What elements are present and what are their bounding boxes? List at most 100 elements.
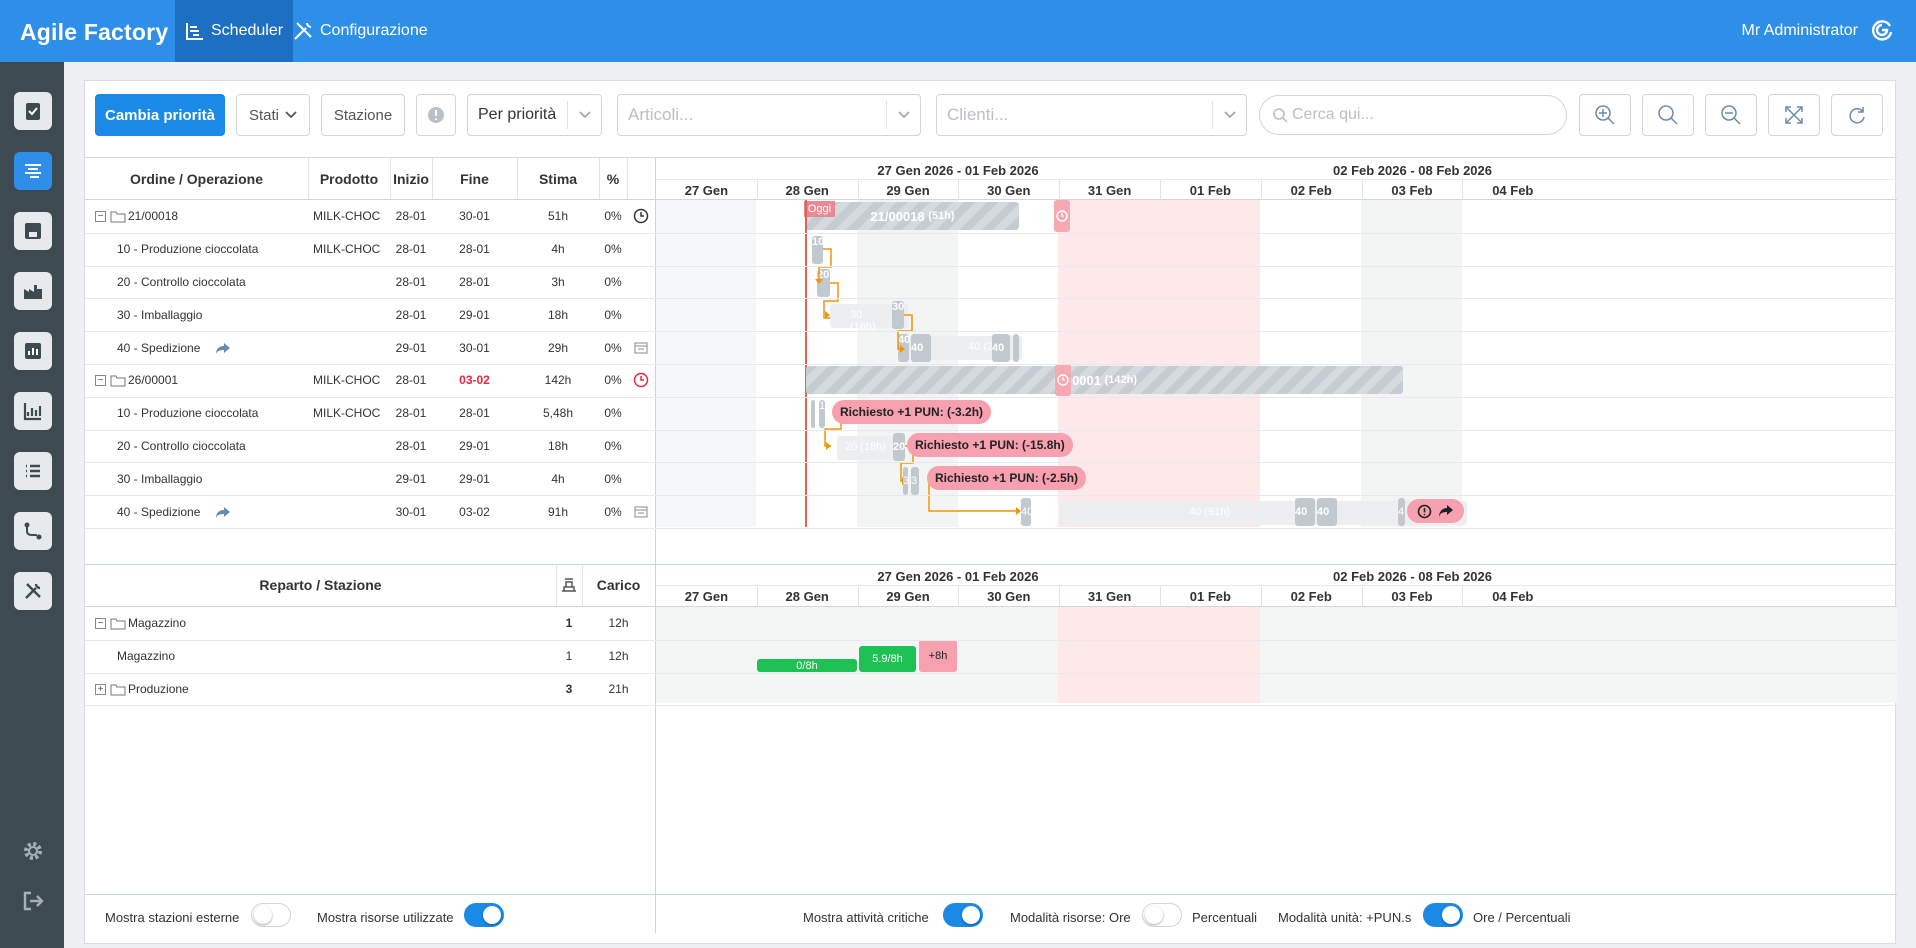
col-percent[interactable]: %	[606, 170, 620, 187]
unit-mode-toggle[interactable]	[1423, 903, 1463, 927]
day-header: 03 Feb	[1391, 589, 1433, 604]
order-name[interactable]: 26/00001	[128, 373, 179, 388]
calendar-icon[interactable]	[627, 331, 655, 364]
tab-configurazione[interactable]: Configurazione	[282, 0, 438, 62]
col-department[interactable]: Reparto / Stazione	[259, 577, 382, 593]
clock-icon[interactable]	[627, 364, 655, 397]
op-bar-40-2b[interactable]: 40	[1295, 498, 1315, 526]
sidebar-item-analytics[interactable]	[14, 392, 52, 430]
logout-icon[interactable]	[20, 888, 46, 914]
col-start[interactable]: Inizio	[393, 170, 429, 187]
collapse-toggle[interactable]: −	[95, 211, 106, 222]
op-bar-40-2c[interactable]: 40	[1317, 498, 1337, 526]
op-bar-10-2[interactable]: 10	[819, 400, 825, 428]
operation-name[interactable]: 10 - Produzione cioccolata	[117, 406, 259, 421]
op-bar-30-2[interactable]: 3	[903, 467, 908, 495]
collapse-toggle[interactable]: −	[95, 618, 106, 629]
operation-name[interactable]: 40 - Spedizione	[117, 340, 201, 355]
fit-screen-button[interactable]	[1768, 94, 1820, 136]
operation-name[interactable]: 10 - Produzione cioccolata	[117, 242, 259, 257]
clock-icon[interactable]	[627, 200, 655, 233]
op-bar-40b[interactable]: 40	[911, 334, 931, 362]
sidebar-item-reports[interactable]	[14, 332, 52, 370]
end-cell: 29-01	[459, 471, 490, 486]
op-bar-10-2a[interactable]	[811, 400, 815, 428]
expand-toggle[interactable]: +	[95, 683, 106, 695]
col-end[interactable]: Fine	[460, 170, 489, 187]
product-cell	[313, 298, 388, 331]
share-icon[interactable]	[215, 495, 235, 528]
percent-label: Percentuali	[1192, 910, 1258, 925]
op-bar-40d[interactable]	[1013, 334, 1019, 362]
department-name[interactable]: Magazzino	[128, 616, 187, 631]
share-icon[interactable]	[215, 331, 235, 364]
op-bar-30[interactable]: 30	[892, 301, 904, 329]
search-icon	[1658, 105, 1678, 125]
sidebar-item-list[interactable]	[14, 452, 52, 490]
zoom-out-button[interactable]	[1705, 94, 1757, 136]
department-name[interactable]: Produzione	[128, 681, 189, 696]
states-dropdown[interactable]: Stati	[236, 94, 310, 136]
sidebar	[0, 62, 64, 948]
sort-select[interactable]: Per priorità	[467, 94, 602, 136]
operation-name[interactable]: 20 - Controllo cioccolata	[117, 438, 246, 453]
operation-name[interactable]: 40 - Spedizione	[117, 504, 201, 519]
operation-name[interactable]: 20 - Controllo cioccolata	[117, 274, 246, 289]
articles-select[interactable]: Articoli...	[617, 94, 921, 136]
operation-name[interactable]: 30 - Imballaggio	[117, 307, 203, 322]
sidebar-item-factory[interactable]	[14, 272, 52, 310]
station-button[interactable]: Stazione	[321, 94, 405, 136]
warning-tag-3[interactable]: Richiesto +1 PUN: (-2.5h)	[927, 466, 1087, 490]
op-bar-10[interactable]: 10	[812, 236, 823, 264]
collapse-toggle[interactable]: −	[95, 375, 106, 386]
alert-filter-button[interactable]	[416, 94, 456, 136]
week-header-1b: 27 Gen 2026 - 01 Feb 2026	[877, 569, 1039, 584]
load-bar-29gen[interactable]: 5.9/8h	[859, 646, 916, 672]
station-name[interactable]: Magazzino	[117, 649, 176, 664]
warning-tag-1[interactable]: Richiesto +1 PUN: (-3.2h)	[832, 400, 992, 424]
deadline-marker-1[interactable]	[1054, 200, 1070, 232]
col-estimate[interactable]: Stima	[538, 170, 578, 187]
warning-tag-2[interactable]: Richiesto +1 PUN: (-15.8h)	[907, 433, 1073, 457]
order-name[interactable]: 21/00018	[128, 209, 179, 224]
order-bar-21-00018[interactable]: 21/00018 (51h)	[806, 202, 1019, 230]
sidebar-item-scheduler[interactable]	[14, 152, 52, 190]
clock-icon	[1056, 210, 1068, 222]
settings-gear-icon[interactable]	[20, 838, 46, 864]
op-bar-40-2a[interactable]: 40	[1021, 498, 1031, 526]
operation-name[interactable]: 30 - Imballaggio	[117, 471, 203, 486]
col-product[interactable]: Prodotto	[319, 170, 379, 187]
ext-stations-toggle[interactable]	[251, 903, 291, 927]
sidebar-item-save[interactable]	[14, 212, 52, 250]
refresh-button[interactable]	[1831, 94, 1883, 136]
op-bar-40-2d[interactable]: 4	[1398, 498, 1405, 526]
sidebar-item-tools[interactable]	[14, 572, 52, 610]
col-resources[interactable]	[556, 564, 582, 606]
load-bar-28gen[interactable]: 0/8h	[757, 659, 857, 672]
tab-scheduler[interactable]: Scheduler	[175, 0, 294, 62]
col-order[interactable]: Ordine / Operazione	[129, 170, 264, 187]
late-shipping-tag[interactable]	[1407, 499, 1464, 523]
col-load[interactable]: Carico	[596, 577, 641, 593]
sidebar-item-routing[interactable]	[14, 512, 52, 550]
search-input[interactable]: Cerca qui...	[1259, 95, 1567, 135]
op-bar-30-2b[interactable]: 3	[911, 467, 919, 495]
sidebar-item-tasks[interactable]	[14, 92, 52, 130]
day-header: 02 Feb	[1290, 589, 1332, 604]
zoom-reset-button[interactable]	[1642, 94, 1694, 136]
clients-select[interactable]: Clienti...	[936, 94, 1247, 136]
critical-toggle[interactable]	[943, 903, 983, 927]
op-bar-40c[interactable]: 40	[992, 334, 1010, 362]
zoom-in-button[interactable]	[1579, 94, 1631, 136]
resource-mode-toggle[interactable]	[1142, 903, 1182, 927]
calendar-icon[interactable]	[627, 495, 655, 528]
op-bar-20-2[interactable]: 20	[893, 433, 905, 461]
deadline-marker-2[interactable]	[1055, 364, 1071, 396]
used-resources-toggle[interactable]	[464, 903, 504, 927]
user-name[interactable]: Mr Administrator	[1741, 22, 1858, 39]
overload-bar-29gen[interactable]: +8h	[919, 640, 957, 672]
load-cell: 21h	[608, 681, 629, 696]
order-bar-26-00001[interactable]: 6/00001 (142h)	[806, 366, 1403, 394]
op-bar-20[interactable]: 20	[817, 269, 830, 297]
change-priority-button[interactable]: Cambia priorità	[95, 94, 225, 136]
